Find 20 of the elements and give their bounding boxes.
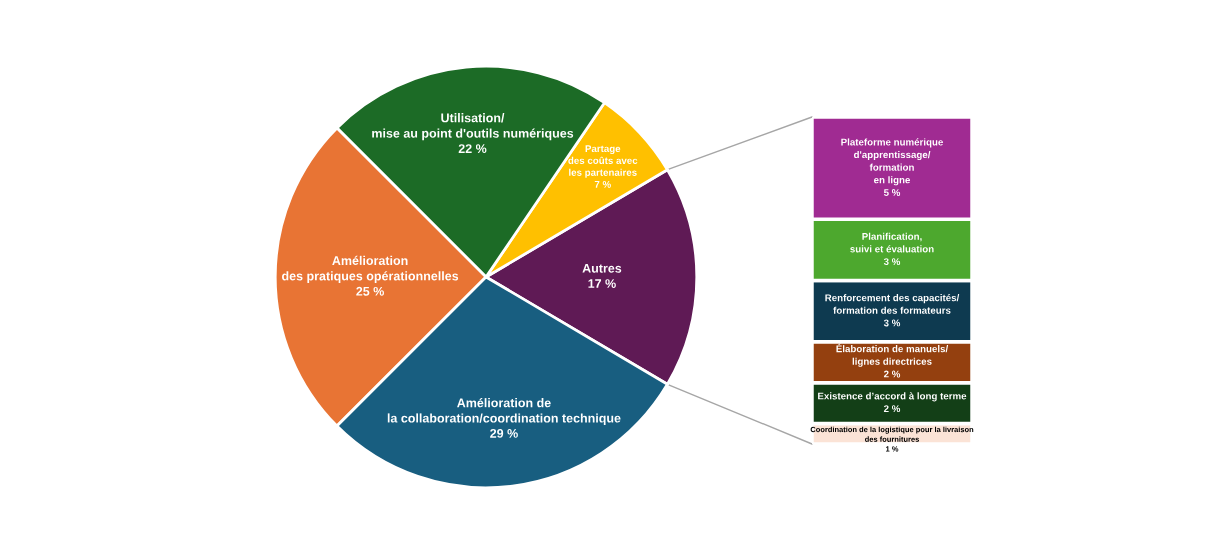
series-label: Renforcement des capacités/ formation des formateurs (825, 294, 960, 314)
data-label: 25 % (356, 286, 384, 296)
data-label: 7 % (594, 180, 611, 188)
slice-label: Partage des coûts avec les partenaires (568, 145, 638, 178)
data-label: 17 % (588, 279, 616, 288)
data-label: 29 % (490, 428, 518, 438)
data-label: 2 % (883, 370, 901, 378)
series-label: Planification, suivi et évaluation (850, 232, 934, 253)
series-label: Plateforme numérique d'apprentissage/ formation en ligne (841, 138, 943, 186)
data-label: 22 % (458, 144, 487, 153)
slice-label: Amélioration des pratiques opérationnelles (282, 255, 459, 283)
data-label: 5 % (883, 189, 901, 196)
data-label: 2 % (883, 405, 901, 413)
slice-label: Autres (582, 263, 622, 273)
series-label: Existence d’accord à long terme (818, 392, 967, 402)
data-label: 3 % (883, 258, 901, 266)
slice-label: Amélioration de la collaboration/coordination technique (387, 397, 621, 426)
slice-label: Utilisation/ mise au point d'outils numériques (372, 113, 574, 141)
series-label: Élaboration de manuels/ lignes directrices (836, 343, 949, 367)
data-label: 3 % (883, 319, 901, 327)
